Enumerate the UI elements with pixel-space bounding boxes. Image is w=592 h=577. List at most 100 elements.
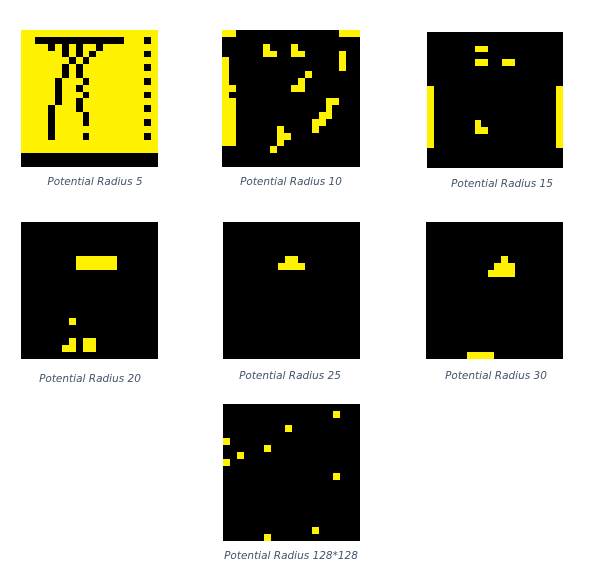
inactive-cell: [76, 352, 83, 359]
inactive-cell: [447, 277, 454, 284]
inactive-cell: [453, 222, 460, 229]
inactive-cell: [502, 46, 509, 53]
active-cell: [27, 132, 35, 140]
inactive-cell: [353, 71, 360, 78]
active-cell: [89, 71, 97, 78]
active-cell: [110, 71, 117, 78]
active-cell: [222, 98, 229, 106]
inactive-cell: [434, 148, 441, 155]
active-cell: [96, 132, 104, 140]
inactive-cell: [270, 98, 277, 105]
inactive-cell: [495, 107, 502, 114]
inactive-cell: [83, 270, 90, 277]
active-cell: [103, 57, 111, 65]
inactive-cell: [508, 304, 515, 311]
active-cell: [123, 50, 131, 58]
inactive-cell: [515, 352, 522, 359]
inactive-cell: [223, 277, 230, 284]
inactive-cell: [124, 256, 131, 263]
inactive-cell: [243, 78, 250, 85]
inactive-cell: [346, 438, 353, 445]
inactive-cell: [333, 534, 340, 541]
inactive-cell: [223, 507, 230, 514]
inactive-cell: [89, 270, 96, 277]
active-cell: [75, 125, 83, 133]
inactive-cell: [488, 284, 495, 291]
inactive-cell: [333, 325, 340, 332]
inactive-cell: [509, 80, 516, 87]
inactive-cell: [236, 71, 243, 78]
inactive-cell: [277, 78, 284, 85]
inactive-cell: [222, 37, 229, 44]
inactive-cell: [264, 236, 271, 243]
inactive-cell: [83, 297, 90, 304]
active-cell: [222, 30, 229, 37]
inactive-cell: [434, 154, 441, 161]
inactive-cell: [250, 153, 257, 160]
inactive-cell: [502, 86, 509, 93]
active-cell: [62, 139, 69, 147]
inactive-cell: [124, 229, 131, 236]
inactive-cell: [447, 154, 454, 161]
inactive-cell: [346, 153, 353, 160]
inactive-cell: [137, 345, 144, 352]
inactive-cell: [257, 98, 264, 105]
inactive-cell: [285, 527, 292, 534]
inactive-cell: [434, 134, 441, 141]
inactive-cell: [326, 92, 333, 99]
inactive-cell: [536, 229, 543, 236]
active-cell: [103, 119, 111, 126]
inactive-cell: [468, 127, 475, 134]
inactive-cell: [549, 127, 556, 134]
active-cell: [270, 50, 278, 58]
inactive-cell: [515, 161, 522, 168]
inactive-cell: [89, 290, 96, 297]
inactive-cell: [285, 304, 292, 311]
inactive-cell: [339, 249, 346, 256]
inactive-cell: [237, 466, 244, 473]
inactive-cell: [69, 236, 76, 243]
active-cell: [96, 64, 104, 72]
active-cell: [427, 134, 434, 141]
inactive-cell: [298, 332, 305, 339]
inactive-cell: [346, 37, 353, 44]
active-cell: [82, 125, 90, 133]
active-cell: [82, 43, 90, 51]
inactive-cell: [475, 32, 482, 39]
inactive-cell: [522, 93, 529, 100]
inactive-cell: [461, 107, 468, 114]
active-cell: [318, 119, 326, 126]
active-cell: [110, 132, 117, 140]
inactive-cell: [549, 311, 556, 318]
inactive-cell: [488, 107, 495, 114]
inactive-cell: [454, 80, 461, 87]
inactive-cell: [326, 338, 333, 345]
inactive-cell: [264, 411, 271, 418]
active-cell: [116, 98, 124, 106]
inactive-cell: [96, 270, 103, 277]
inactive-cell: [230, 318, 237, 325]
inactive-cell: [522, 284, 529, 291]
inactive-cell: [488, 297, 495, 304]
inactive-cell: [271, 263, 278, 270]
active-cell: [82, 263, 90, 270]
inactive-cell: [319, 311, 326, 318]
inactive-cell: [332, 140, 339, 147]
inactive-cell: [494, 243, 501, 250]
active-cell: [151, 43, 158, 51]
inactive-cell: [427, 39, 434, 46]
active-cell: [311, 119, 319, 126]
inactive-cell: [243, 64, 250, 71]
inactive-cell: [326, 222, 333, 229]
inactive-cell: [285, 514, 292, 521]
inactive-cell: [312, 404, 319, 411]
inactive-cell: [42, 37, 49, 44]
inactive-cell: [312, 112, 319, 119]
inactive-cell: [285, 249, 292, 256]
inactive-cell: [110, 270, 117, 277]
inactive-cell: [278, 472, 285, 479]
inactive-cell: [339, 263, 346, 270]
inactive-cell: [536, 243, 543, 250]
inactive-cell: [236, 44, 243, 51]
inactive-cell: [434, 32, 441, 39]
